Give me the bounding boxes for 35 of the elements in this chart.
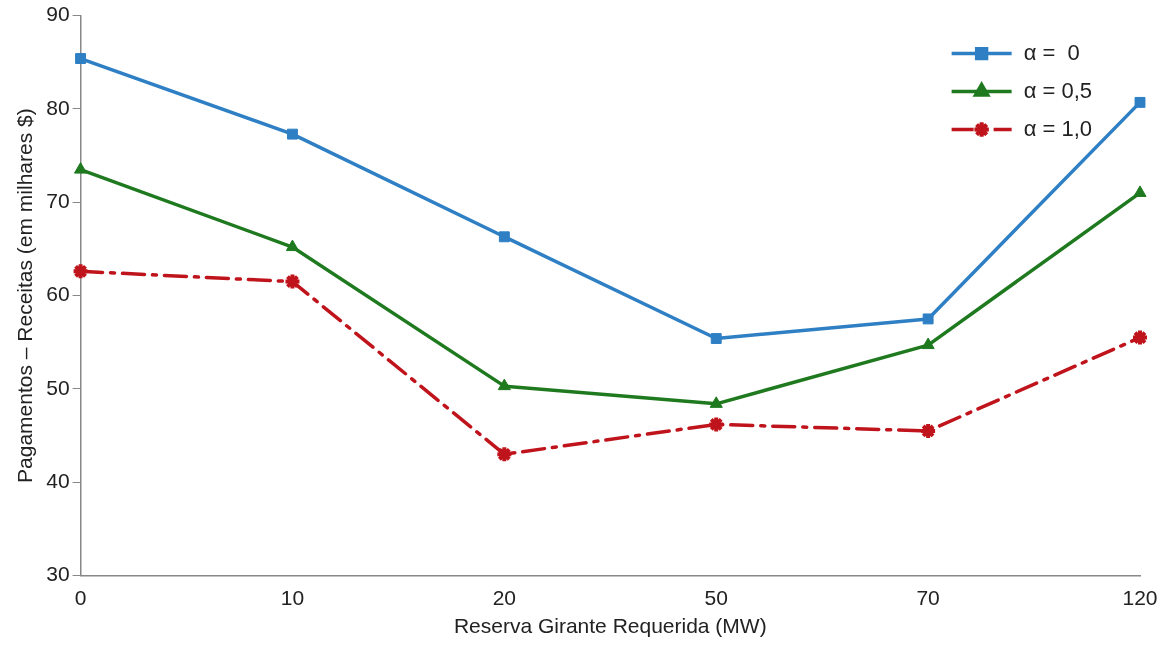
point — [921, 337, 935, 350]
legend-label: α = 0,5 — [1023, 77, 1092, 103]
point — [71, 262, 90, 281]
y-tick-label: 50 — [46, 375, 70, 399]
point — [710, 333, 722, 344]
x-axis-title: Reserva Girante Requerida (MW) — [453, 614, 767, 638]
point — [283, 272, 302, 291]
x-tick-label: 70 — [916, 586, 940, 609]
point — [1131, 328, 1149, 347]
point — [1133, 185, 1147, 197]
point — [922, 313, 934, 325]
point — [1134, 96, 1146, 108]
point — [497, 378, 511, 391]
point — [287, 128, 298, 140]
y-tick-label: 90 — [46, 2, 70, 26]
point — [285, 239, 300, 252]
y-tick-label: 60 — [46, 282, 70, 306]
y-tick-label: 40 — [46, 469, 70, 493]
x-tick-label: 0 — [74, 586, 87, 609]
legend-label: α = 1,0 — [1023, 115, 1092, 141]
x-tick-label: 120 — [1122, 586, 1158, 609]
x-tick-label: 10 — [280, 586, 305, 609]
point — [707, 415, 726, 434]
x-tick-label: 50 — [704, 586, 728, 609]
x-tick-label: 20 — [492, 586, 517, 609]
point — [709, 396, 723, 408]
point — [75, 53, 87, 64]
legend-label: α = 0 — [1023, 39, 1080, 65]
point — [74, 162, 88, 174]
y-tick-label: 30 — [46, 562, 70, 586]
y-axis-title: Pagamentos – Receitas (em milhares $) — [13, 108, 37, 483]
point — [498, 231, 510, 243]
y-tick-label: 70 — [46, 189, 70, 213]
y-tick-label: 80 — [46, 95, 70, 119]
point — [495, 445, 514, 464]
